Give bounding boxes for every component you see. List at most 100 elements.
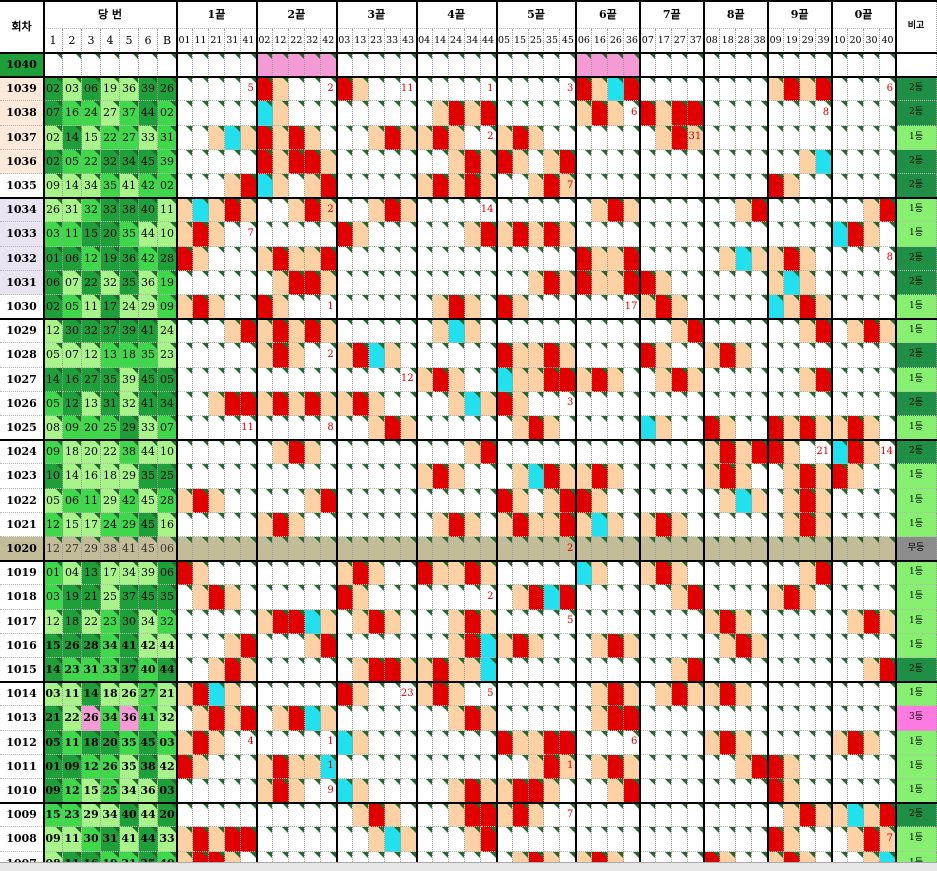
draw-number[interactable]: 34 [158, 391, 177, 416]
grid-cell[interactable] [177, 658, 193, 683]
grid-cell[interactable] [528, 512, 545, 537]
grid-cell[interactable] [528, 754, 545, 779]
grid-cell[interactable] [848, 682, 865, 707]
grid-cell[interactable] [688, 222, 705, 247]
grid-cell[interactable] [496, 464, 513, 489]
grid-cell[interactable] [320, 149, 337, 174]
grid-cell[interactable] [384, 730, 401, 755]
grid-cell[interactable] [272, 561, 289, 586]
grid-cell[interactable] [272, 633, 289, 658]
grid-cell[interactable] [177, 512, 193, 537]
grid-cell[interactable] [256, 270, 273, 295]
draw-number[interactable]: 29 [120, 512, 139, 537]
group-header[interactable]: 6끝 [576, 0, 641, 29]
grid-cell[interactable] [192, 222, 209, 247]
grid-cell[interactable] [208, 779, 225, 804]
grid-cell[interactable]: 6 [624, 730, 641, 755]
grid-cell[interactable] [177, 537, 193, 562]
draw-number[interactable]: 35 [101, 367, 120, 392]
draw-number[interactable]: 39 [139, 77, 158, 102]
grid-cell[interactable] [528, 803, 545, 828]
grid-cell[interactable] [192, 174, 209, 199]
grid-cell[interactable] [768, 416, 785, 441]
draw-number[interactable]: 32 [82, 198, 101, 223]
grid-cell[interactable] [672, 174, 689, 199]
grid-cell[interactable] [576, 827, 593, 852]
grid-cell[interactable] [592, 512, 609, 537]
grid-cell[interactable] [416, 53, 433, 78]
grid-cell[interactable] [720, 101, 737, 126]
grid-cell[interactable] [800, 512, 817, 537]
grid-cell[interactable] [672, 682, 689, 707]
grid-cell[interactable] [480, 101, 497, 126]
draw-number[interactable]: 09 [63, 416, 82, 441]
note-cell[interactable]: 무등 [896, 537, 937, 562]
grid-cell[interactable] [832, 754, 849, 779]
grid-cell[interactable] [432, 803, 449, 828]
grid-cell[interactable] [192, 561, 209, 586]
round-cell[interactable]: 1025 [0, 416, 44, 441]
grid-cell[interactable] [256, 174, 273, 199]
grid-cell[interactable] [816, 295, 833, 320]
note-cell[interactable]: 2등 [896, 343, 937, 368]
grid-cell[interactable] [208, 633, 225, 658]
grid-cell[interactable] [672, 779, 689, 804]
grid-cell[interactable] [192, 609, 209, 634]
grid-cell[interactable] [352, 246, 369, 271]
note-cell[interactable]: 1등 [896, 464, 937, 489]
number-col-header[interactable]: 42 [320, 29, 337, 53]
grid-cell[interactable] [576, 101, 593, 126]
grid-cell[interactable] [304, 77, 321, 102]
grid-cell[interactable] [192, 198, 209, 223]
grid-cell[interactable] [816, 537, 833, 562]
grid-cell[interactable] [320, 440, 337, 465]
grid-cell[interactable] [352, 149, 369, 174]
draw-number[interactable]: 32 [101, 270, 120, 295]
grid-cell[interactable] [784, 174, 801, 199]
grid-cell[interactable] [432, 53, 449, 78]
grid-cell[interactable] [560, 512, 577, 537]
grid-cell[interactable] [560, 682, 577, 707]
grid-cell[interactable] [640, 658, 657, 683]
draw-number[interactable]: 14 [63, 125, 82, 150]
grid-cell[interactable] [720, 246, 737, 271]
grid-cell[interactable] [416, 779, 433, 804]
group-header[interactable]: 7끝 [640, 0, 705, 29]
grid-cell[interactable] [432, 730, 449, 755]
grid-cell[interactable] [528, 561, 545, 586]
grid-cell[interactable] [832, 222, 849, 247]
grid-cell[interactable] [704, 367, 721, 392]
grid-cell[interactable] [576, 803, 593, 828]
grid-cell[interactable] [416, 488, 433, 513]
draw-number[interactable]: 21 [82, 585, 101, 610]
grid-cell[interactable] [832, 633, 849, 658]
grid-cell[interactable] [400, 391, 417, 416]
grid-cell[interactable] [240, 585, 257, 610]
draw-number[interactable]: 42 [120, 488, 139, 513]
grid-cell[interactable] [800, 222, 817, 247]
draw-number[interactable]: 39 [120, 367, 139, 392]
grid-cell[interactable] [656, 561, 673, 586]
grid-cell[interactable]: 14 [480, 198, 497, 223]
grid-cell[interactable] [608, 198, 625, 223]
grid-cell[interactable] [752, 488, 769, 513]
grid-cell[interactable] [464, 319, 481, 344]
grid-cell[interactable] [368, 101, 385, 126]
draw-number[interactable]: 30 [63, 319, 82, 344]
grid-cell[interactable] [400, 343, 417, 368]
draw-number[interactable]: 16 [63, 101, 82, 126]
draw-number[interactable]: 33 [158, 827, 177, 852]
grid-cell[interactable] [800, 416, 817, 441]
grid-cell[interactable] [736, 53, 753, 78]
grid-cell[interactable] [496, 416, 513, 441]
grid-cell[interactable] [432, 270, 449, 295]
grid-cell[interactable] [288, 391, 305, 416]
grid-cell[interactable] [688, 246, 705, 271]
grid-cell[interactable] [464, 174, 481, 199]
grid-cell[interactable] [177, 706, 193, 731]
grid-cell[interactable] [288, 125, 305, 150]
grid-cell[interactable] [496, 561, 513, 586]
round-cell[interactable]: 1037 [0, 125, 44, 150]
number-col-header[interactable]: 24 [448, 29, 465, 53]
grid-cell[interactable] [672, 561, 689, 586]
